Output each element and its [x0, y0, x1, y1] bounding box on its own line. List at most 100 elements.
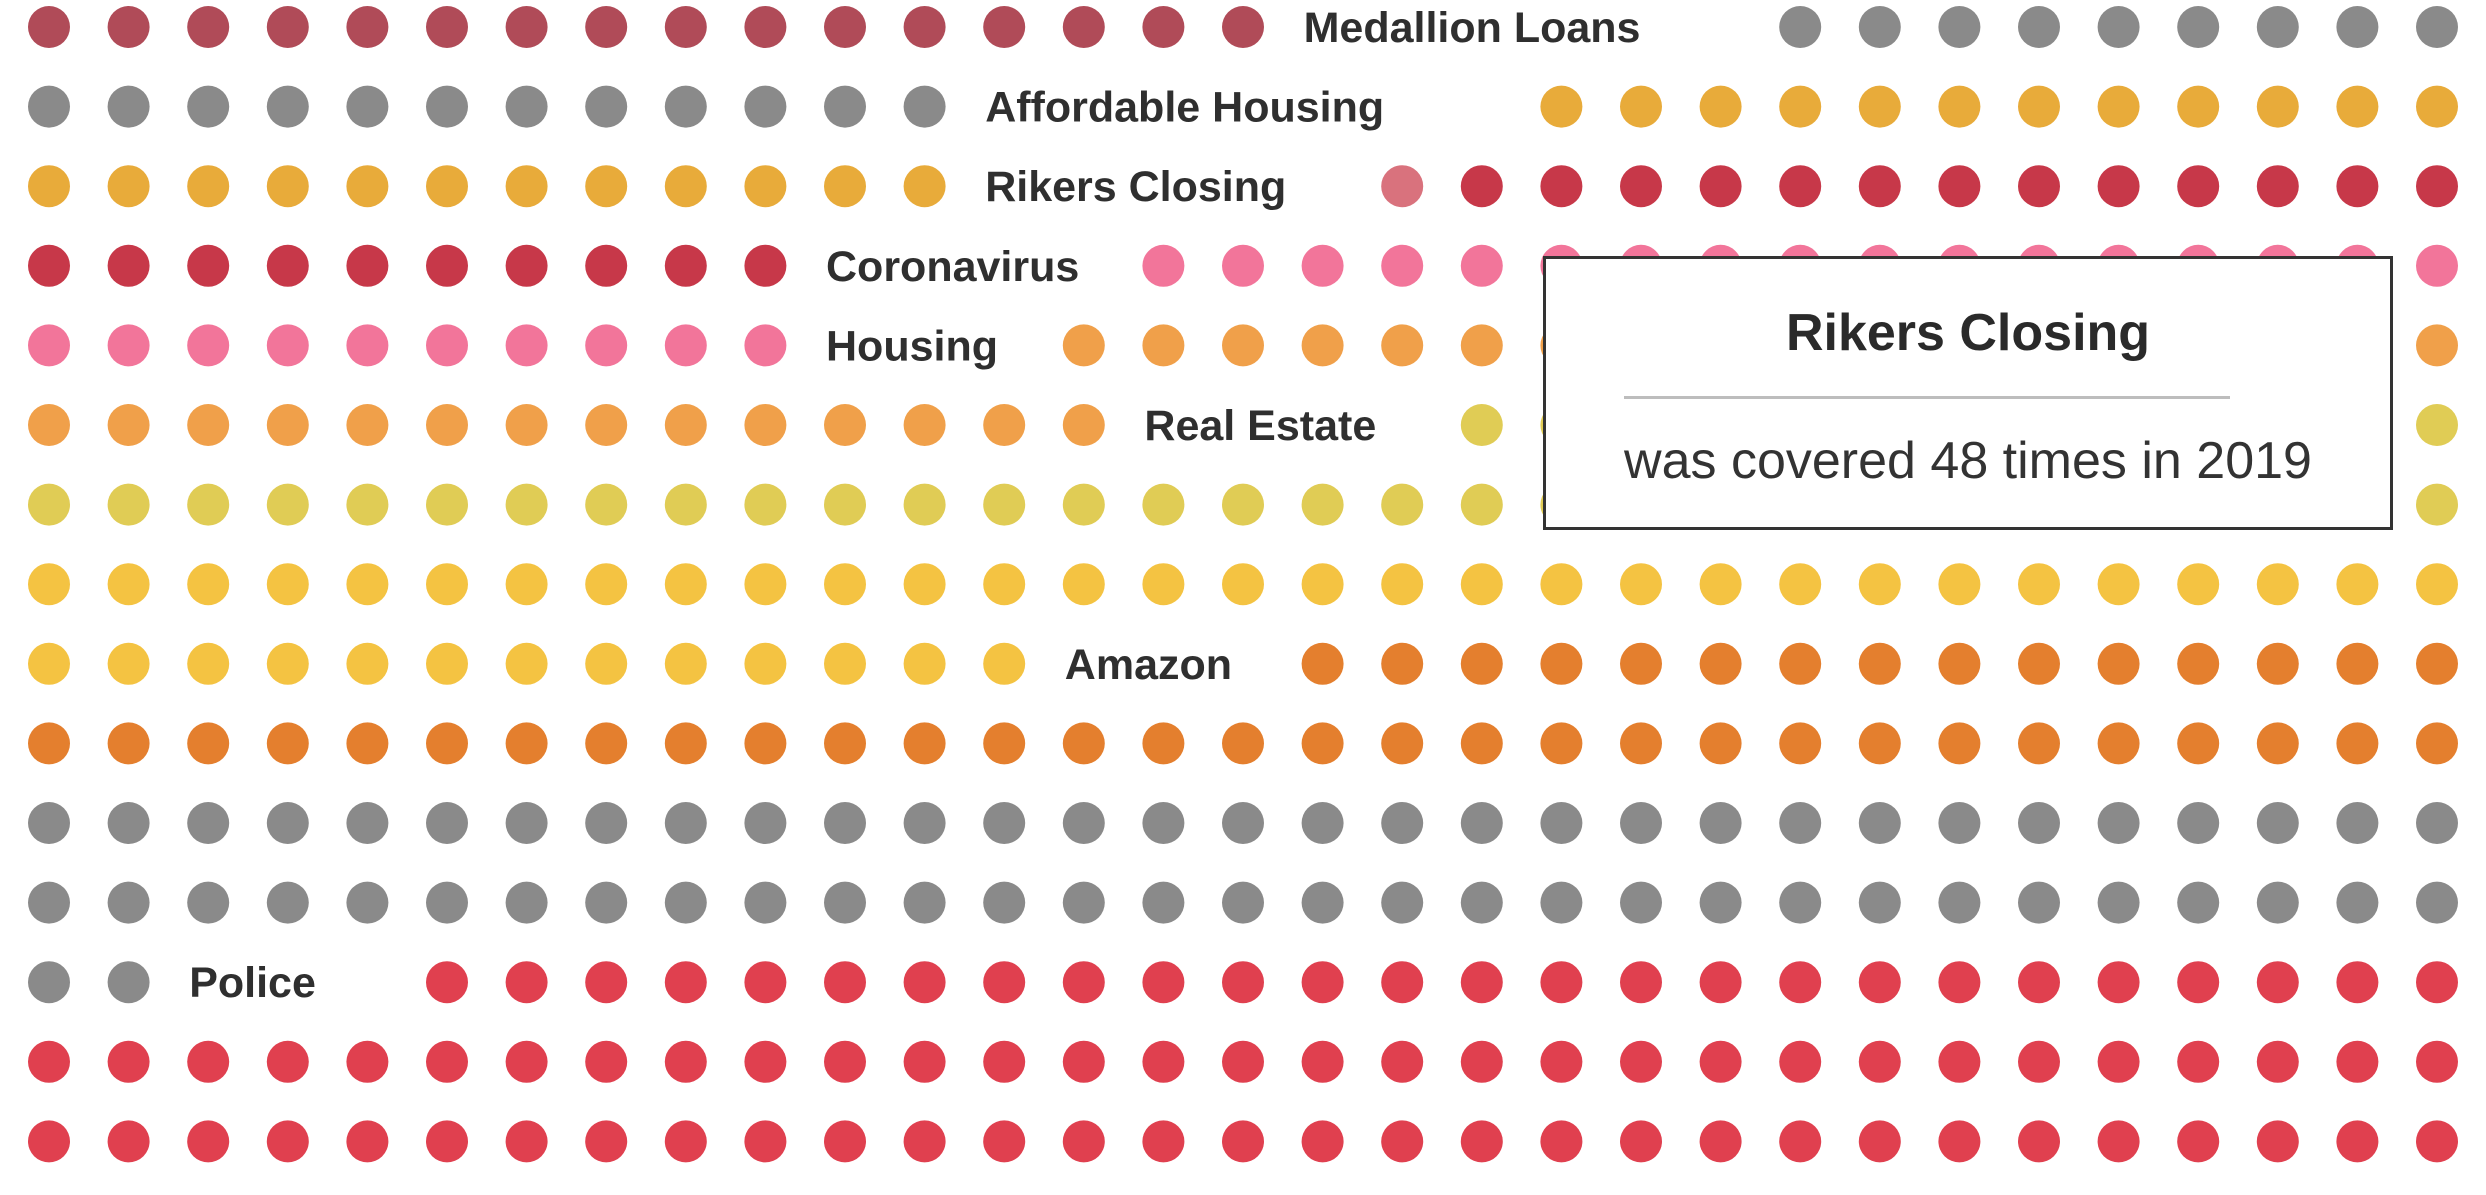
dot-yellow[interactable]	[187, 642, 230, 685]
dot-rikers[interactable]	[1779, 165, 1822, 208]
dot-medallion[interactable]	[266, 6, 309, 48]
dot-police[interactable]	[1779, 1120, 1822, 1163]
dot-police[interactable]	[1381, 1040, 1424, 1083]
dot-grey[interactable]	[187, 802, 230, 844]
dot-police[interactable]	[1142, 1120, 1185, 1163]
dot-grey[interactable]	[664, 802, 707, 844]
dot-coronavirus[interactable]	[1222, 244, 1264, 287]
dot-housing[interactable]	[346, 404, 389, 446]
dot-coronavirus[interactable]	[28, 324, 70, 367]
dot-affordable[interactable]	[664, 165, 707, 208]
dot-police[interactable]	[2256, 961, 2299, 1004]
dot-police[interactable]	[28, 1040, 70, 1083]
dot-police[interactable]	[744, 1040, 787, 1083]
dot-police[interactable]	[1142, 961, 1185, 1004]
dot-grey[interactable]	[505, 85, 548, 128]
dot-grey[interactable]	[505, 881, 548, 924]
dot-yellow[interactable]	[187, 563, 230, 606]
dot-amazon[interactable]	[2097, 722, 2140, 765]
dot-police[interactable]	[1938, 1040, 1981, 1083]
dot-police[interactable]	[1222, 1040, 1264, 1083]
dot-yellow[interactable]	[28, 642, 70, 685]
dot-yellow[interactable]	[2177, 563, 2220, 606]
dot-grey[interactable]	[585, 802, 628, 844]
dot-affordable[interactable]	[2256, 85, 2299, 128]
dot-grey[interactable]	[744, 881, 787, 924]
dot-amazon[interactable]	[1699, 722, 1742, 765]
dot-grey[interactable]	[1620, 802, 1662, 844]
dot-amazon[interactable]	[1460, 722, 1503, 765]
dot-police[interactable]	[1858, 961, 1901, 1004]
dot-police[interactable]	[2177, 961, 2220, 1004]
dot-coronavirus[interactable]	[1381, 244, 1424, 287]
dot-grey[interactable]	[1381, 881, 1424, 924]
dot-real-estate[interactable]	[903, 483, 946, 526]
dot-yellow[interactable]	[2416, 563, 2458, 606]
dot-police[interactable]	[664, 1040, 707, 1083]
dot-grey[interactable]	[1779, 881, 1822, 924]
dot-yellow[interactable]	[585, 563, 628, 606]
dot-grey[interactable]	[664, 881, 707, 924]
dot-housing[interactable]	[2416, 324, 2458, 367]
dot-yellow[interactable]	[824, 563, 866, 606]
dot-medallion[interactable]	[505, 6, 548, 48]
dot-yellow[interactable]	[983, 642, 1026, 685]
dot-grey[interactable]	[1858, 6, 1901, 48]
dot-police[interactable]	[505, 961, 548, 1004]
dot-police[interactable]	[2097, 1040, 2140, 1083]
dot-amazon[interactable]	[744, 722, 787, 765]
dot-yellow[interactable]	[1381, 563, 1424, 606]
dot-rikers[interactable]	[1620, 165, 1662, 208]
dot-police[interactable]	[107, 1040, 150, 1083]
dot-police[interactable]	[983, 1040, 1026, 1083]
dot-real-estate[interactable]	[346, 483, 389, 526]
dot-grey[interactable]	[1858, 881, 1901, 924]
dot-grey[interactable]	[1699, 881, 1742, 924]
dot-grey[interactable]	[2416, 881, 2458, 924]
dot-police[interactable]	[1062, 961, 1105, 1004]
dot-amazon[interactable]	[1301, 642, 1344, 685]
dot-police[interactable]	[2177, 1040, 2220, 1083]
dot-yellow[interactable]	[1779, 563, 1822, 606]
dot-yellow[interactable]	[505, 563, 548, 606]
dot-police[interactable]	[585, 1120, 628, 1163]
dot-real-estate[interactable]	[983, 483, 1026, 526]
dot-police[interactable]	[2336, 961, 2379, 1004]
dot-housing[interactable]	[107, 404, 150, 446]
dot-police[interactable]	[1062, 1040, 1105, 1083]
dot-rikers[interactable]	[426, 244, 468, 287]
dot-real-estate[interactable]	[1301, 483, 1344, 526]
dot-affordable[interactable]	[107, 165, 150, 208]
dot-amazon[interactable]	[1779, 642, 1822, 685]
dot-rikers[interactable]	[2416, 165, 2458, 208]
dot-police[interactable]	[824, 1040, 866, 1083]
dot-yellow[interactable]	[744, 563, 787, 606]
dot-real-estate[interactable]	[824, 483, 866, 526]
dot-police[interactable]	[2336, 1040, 2379, 1083]
dot-grey[interactable]	[1301, 802, 1344, 844]
dot-amazon[interactable]	[2256, 722, 2299, 765]
dot-police[interactable]	[1222, 961, 1264, 1004]
dot-police[interactable]	[28, 1120, 70, 1163]
dot-police[interactable]	[1142, 1040, 1185, 1083]
dot-grey[interactable]	[903, 85, 946, 128]
dot-housing[interactable]	[1381, 324, 1424, 367]
dot-police[interactable]	[585, 1040, 628, 1083]
dot-amazon[interactable]	[2018, 722, 2060, 765]
dot-real-estate[interactable]	[1222, 483, 1264, 526]
dot-grey[interactable]	[1381, 802, 1424, 844]
dot-rikers[interactable]	[744, 244, 787, 287]
dot-yellow[interactable]	[2097, 563, 2140, 606]
dot-amazon[interactable]	[1858, 722, 1901, 765]
dot-affordable[interactable]	[346, 165, 389, 208]
dot-grey[interactable]	[1062, 802, 1105, 844]
dot-yellow[interactable]	[505, 642, 548, 685]
dot-grey[interactable]	[28, 881, 70, 924]
dot-medallion[interactable]	[903, 6, 946, 48]
dot-police[interactable]	[2018, 961, 2060, 1004]
dot-coronavirus[interactable]	[1301, 244, 1344, 287]
dot-grey[interactable]	[1222, 802, 1264, 844]
dot-coronavirus[interactable]	[1142, 244, 1185, 287]
dot-grey[interactable]	[1779, 6, 1822, 48]
dot-amazon[interactable]	[187, 722, 230, 765]
